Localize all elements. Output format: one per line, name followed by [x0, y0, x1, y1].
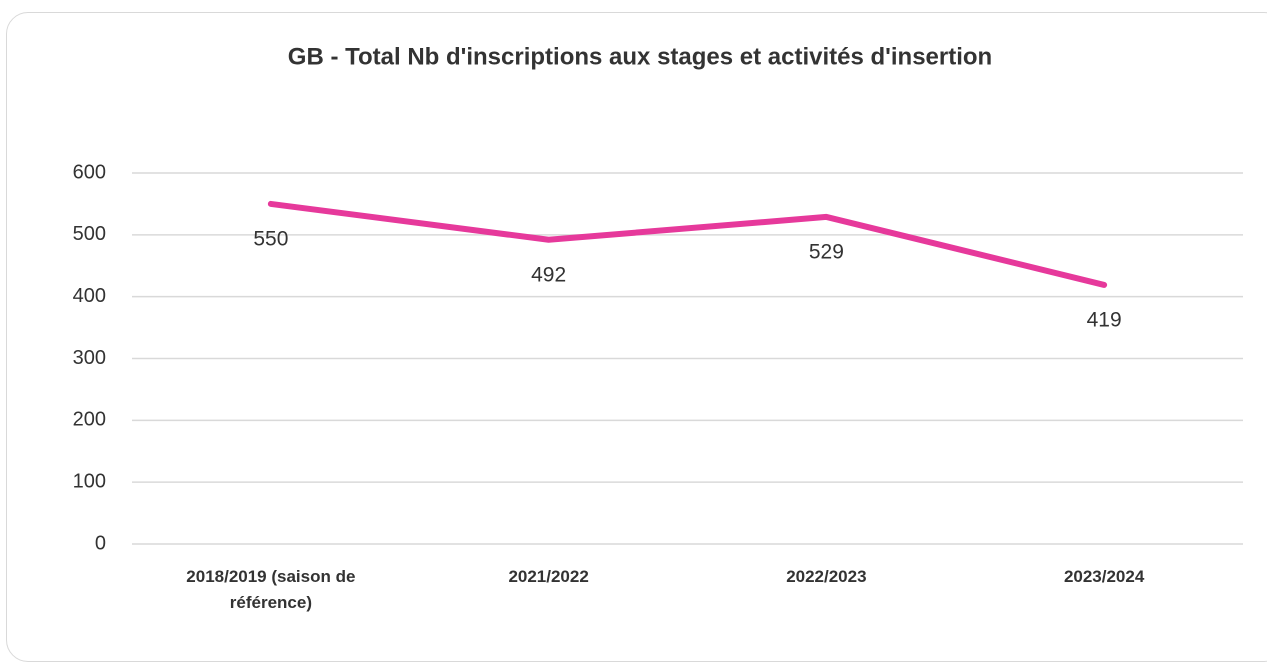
y-tick-label: 0: [95, 532, 106, 554]
x-tick-label: 2023/2024: [1063, 567, 1145, 586]
chart-title: GB - Total Nb d'inscriptions aux stages …: [288, 43, 992, 70]
y-tick-label: 300: [73, 347, 106, 369]
data-label: 492: [531, 263, 566, 286]
y-tick-label: 500: [73, 223, 106, 245]
x-tick-label: 2022/2023: [786, 567, 867, 586]
x-tick-label: 2021/2022: [508, 567, 589, 586]
data-label: 529: [809, 240, 844, 263]
y-tick-label: 200: [73, 409, 106, 431]
x-tick-label: 2018/2019 (saison de référence): [186, 567, 356, 612]
y-tick-label: 400: [73, 285, 106, 307]
data-line: [267, 200, 1108, 288]
y-tick-label: 100: [73, 470, 106, 492]
data-label: 550: [253, 227, 288, 250]
y-tick-label: 600: [73, 161, 106, 183]
data-label: 419: [1087, 308, 1122, 331]
chart-card: [6, 12, 1267, 662]
